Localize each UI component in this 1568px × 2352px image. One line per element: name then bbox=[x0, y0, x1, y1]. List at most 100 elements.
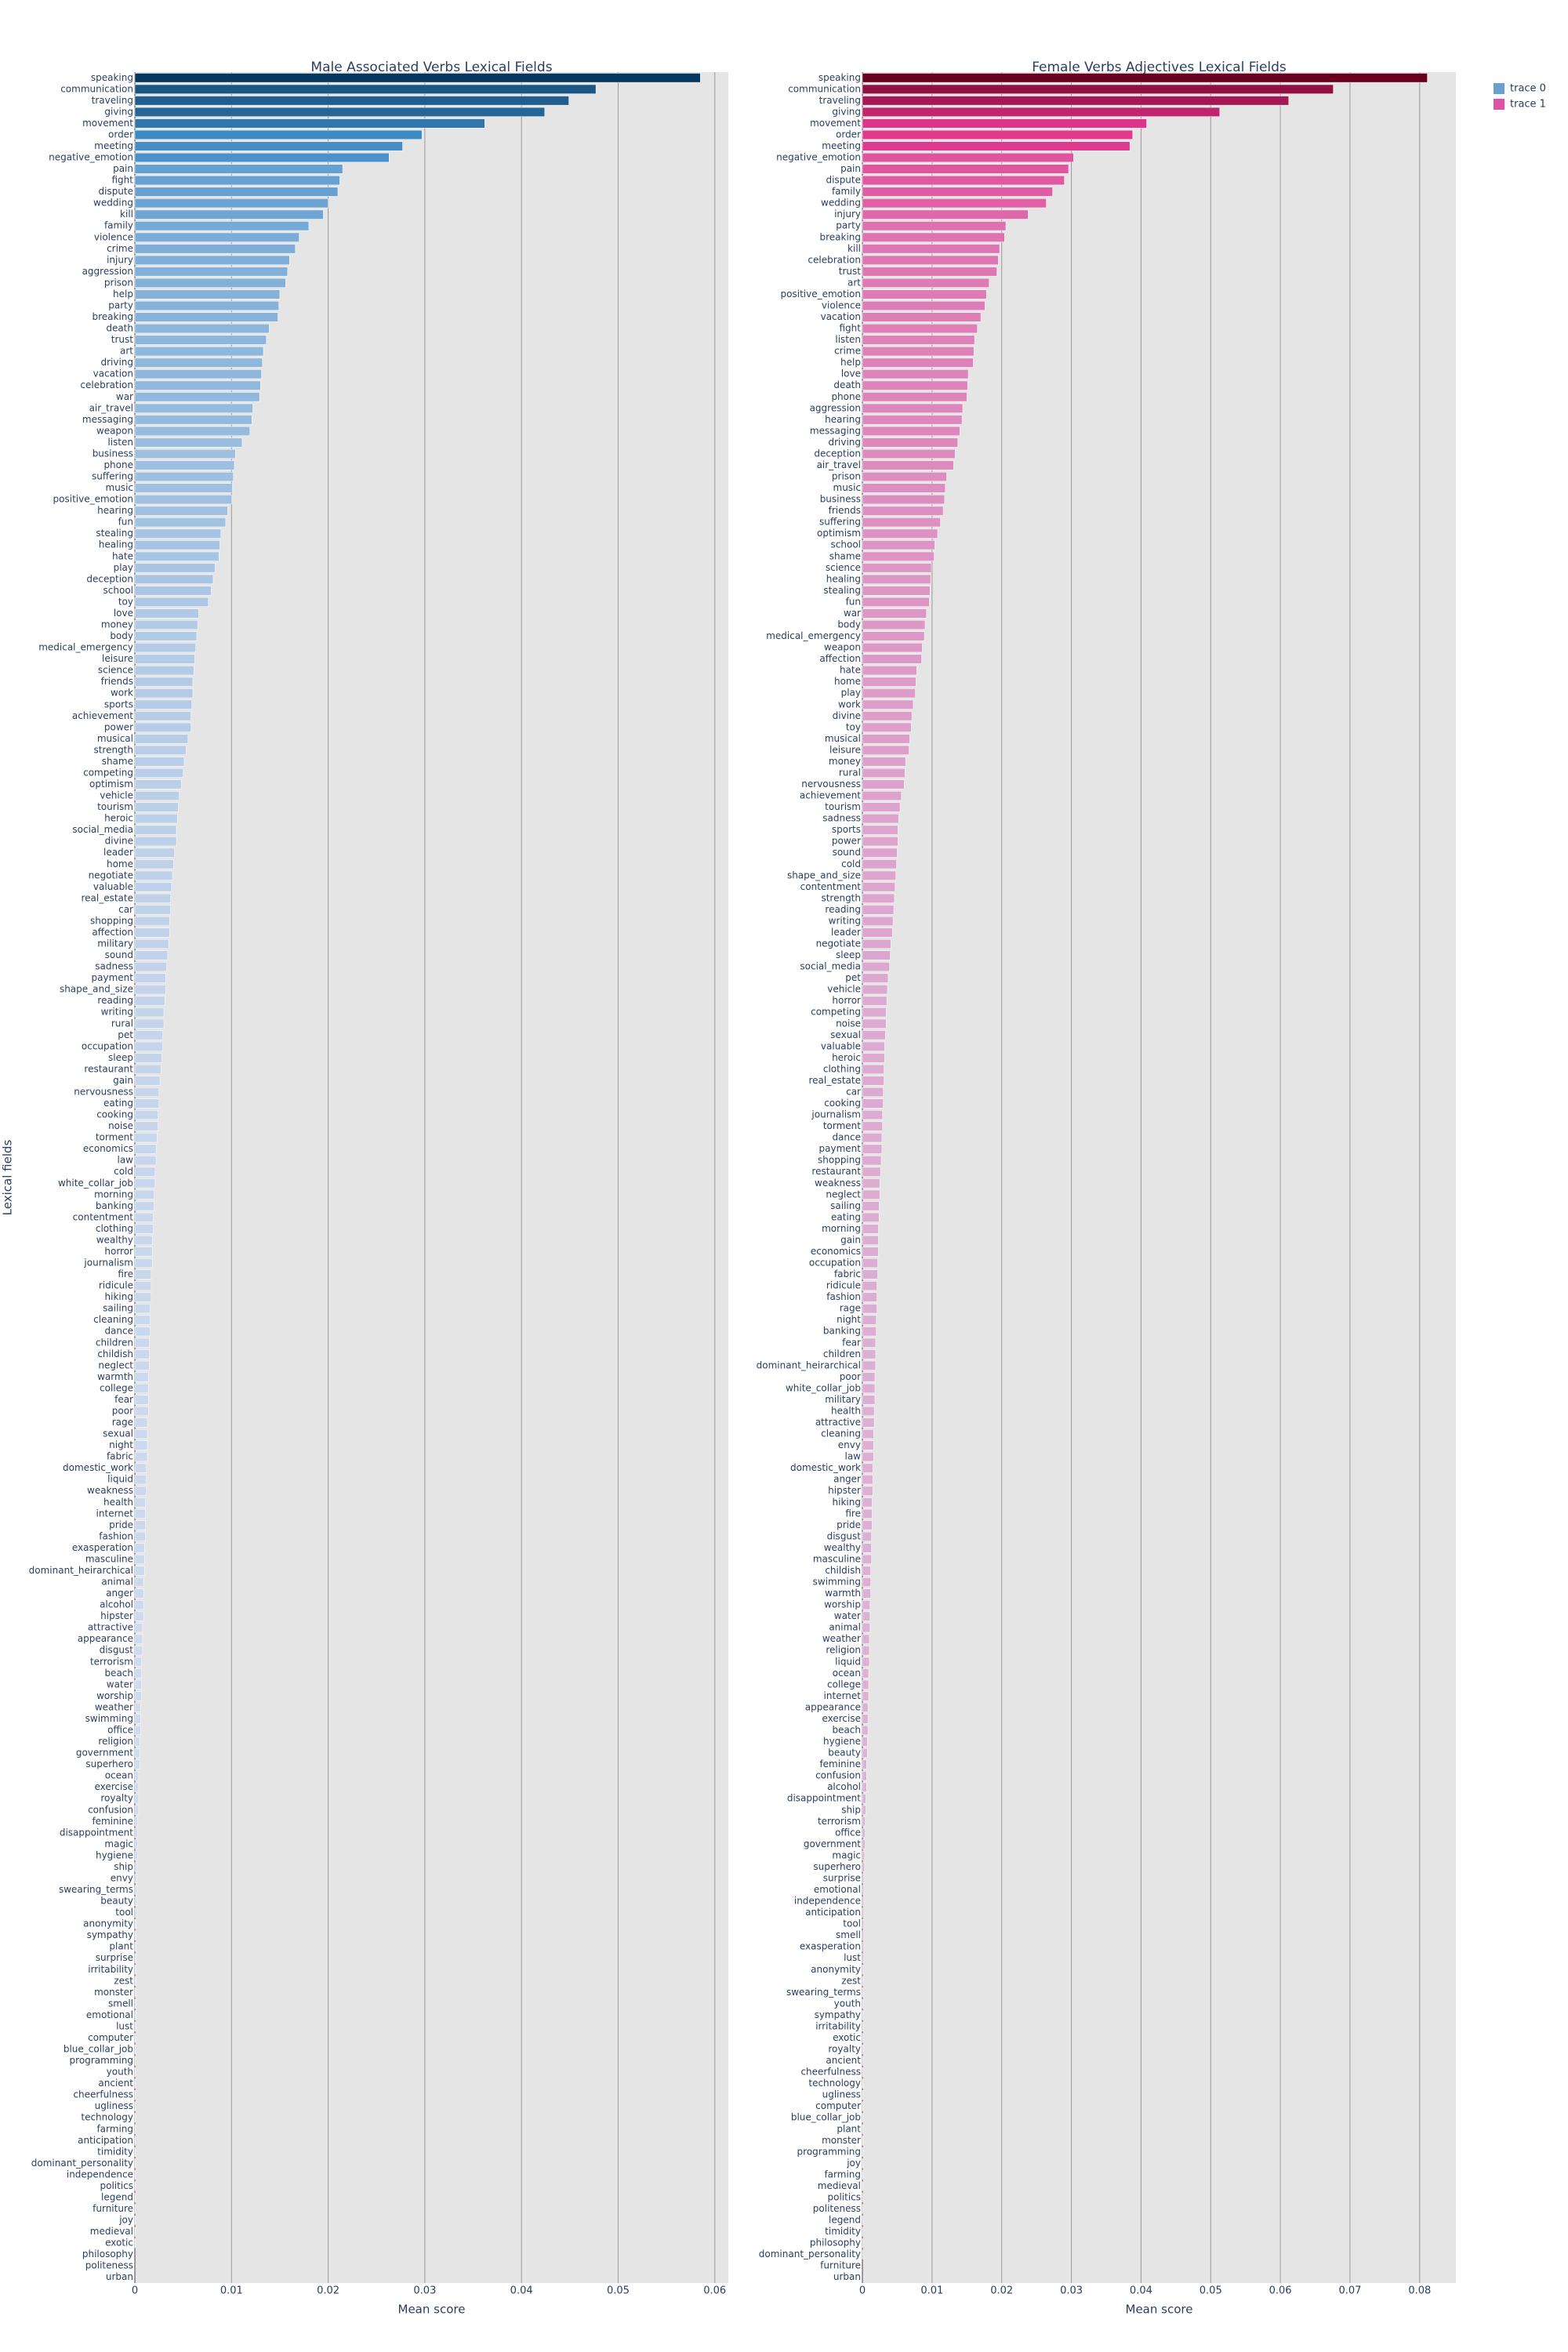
y-tick-label: wedding bbox=[821, 198, 861, 209]
bar bbox=[862, 722, 912, 732]
bar bbox=[862, 2021, 864, 2032]
y-tick-label: economics bbox=[83, 1143, 133, 1154]
bar bbox=[862, 677, 916, 687]
y-tick-label: hygiene bbox=[96, 1849, 133, 1860]
bar bbox=[862, 1839, 866, 1849]
bar bbox=[134, 1998, 136, 2009]
bar bbox=[862, 1657, 870, 1667]
bar bbox=[134, 392, 260, 402]
y-tick-label: warmth bbox=[97, 1371, 133, 1382]
bar bbox=[862, 1623, 871, 1633]
bar bbox=[862, 152, 1074, 163]
plot-background bbox=[862, 72, 1456, 2283]
bar bbox=[134, 278, 286, 288]
bar bbox=[862, 1965, 864, 1975]
y-tick-label: terrorism bbox=[90, 1656, 133, 1667]
y-tick-label: fight bbox=[840, 323, 862, 334]
bar bbox=[862, 1189, 880, 1200]
bar bbox=[862, 1885, 865, 1895]
y-tick-label: politics bbox=[827, 2191, 861, 2202]
bar bbox=[862, 608, 927, 619]
bar bbox=[134, 551, 220, 561]
y-tick-label: blue_collar_job bbox=[791, 2112, 861, 2123]
bar bbox=[134, 1178, 156, 1189]
bar bbox=[134, 164, 343, 174]
y-tick-label: medical_emergency bbox=[766, 630, 861, 641]
bar bbox=[862, 1714, 869, 1724]
bar bbox=[134, 597, 209, 607]
y-tick-label: religion bbox=[98, 1736, 133, 1747]
bar bbox=[134, 1862, 137, 1872]
bar bbox=[862, 1383, 876, 1393]
x-tick-label: 0 bbox=[132, 2285, 138, 2297]
y-tick-label: divine bbox=[105, 836, 133, 847]
y-tick-label: blue_collar_job bbox=[64, 2044, 133, 2055]
y-tick-label: friends bbox=[101, 676, 133, 687]
bar bbox=[862, 1896, 865, 1907]
y-tick-label: anger bbox=[833, 1474, 861, 1485]
y-tick-label: white_collar_job bbox=[58, 1178, 133, 1189]
bar bbox=[862, 837, 898, 847]
bar bbox=[862, 1224, 879, 1234]
y-tick-label: wedding bbox=[93, 198, 133, 209]
y-tick-label: health bbox=[103, 1497, 133, 1508]
bar bbox=[134, 198, 328, 209]
bar bbox=[134, 347, 264, 357]
y-tick-label: party bbox=[108, 299, 133, 310]
y-tick-label: anger bbox=[106, 1588, 133, 1599]
y-tick-label: vehicle bbox=[100, 790, 133, 801]
y-tick-label: dispute bbox=[98, 186, 133, 197]
y-tick-label: help bbox=[840, 357, 861, 368]
y-tick-label: shopping bbox=[818, 1155, 861, 1166]
bar bbox=[862, 1235, 879, 1246]
bar bbox=[862, 859, 897, 869]
y-tick-label: valuable bbox=[93, 881, 133, 892]
bar bbox=[134, 209, 324, 220]
y-tick-label: heroic bbox=[104, 813, 133, 824]
y-tick-label: legend bbox=[101, 2191, 133, 2202]
bar bbox=[134, 654, 195, 664]
y-tick-label: hygiene bbox=[823, 1736, 861, 1747]
y-tick-label: meeting bbox=[822, 140, 861, 151]
bar bbox=[862, 1554, 872, 1565]
y-tick-label: ship bbox=[114, 1861, 133, 1872]
bar bbox=[134, 528, 221, 539]
bar bbox=[134, 1702, 141, 1712]
bar bbox=[862, 2056, 864, 2066]
bar bbox=[134, 1850, 138, 1860]
bar bbox=[862, 711, 913, 721]
bar bbox=[862, 1520, 873, 1530]
y-tick-label: kill bbox=[120, 209, 133, 220]
bar bbox=[134, 2090, 136, 2100]
bar bbox=[134, 1577, 144, 1588]
bar bbox=[862, 1702, 869, 1712]
y-tick-label: smell bbox=[108, 1998, 133, 2009]
y-tick-label: sound bbox=[105, 949, 133, 960]
bar bbox=[862, 1907, 865, 1918]
y-tick-label: shame bbox=[102, 756, 133, 767]
bar bbox=[134, 129, 423, 140]
bar bbox=[862, 1588, 871, 1599]
bar bbox=[134, 1817, 138, 1827]
y-tick-label: money bbox=[101, 619, 133, 630]
y-tick-label: night bbox=[109, 1439, 133, 1450]
bar bbox=[862, 1646, 870, 1656]
y-tick-label: shape_and_size bbox=[787, 869, 861, 880]
y-tick-label: affection bbox=[92, 927, 133, 938]
y-tick-label: disgust bbox=[100, 1645, 134, 1656]
bar bbox=[134, 563, 216, 573]
bar bbox=[134, 1885, 137, 1895]
bar bbox=[862, 905, 895, 915]
bar bbox=[862, 1395, 876, 1405]
bar bbox=[134, 1372, 149, 1382]
bar bbox=[134, 1623, 143, 1633]
bar bbox=[862, 1076, 884, 1086]
chart-title: Male Associated Verbs Lexical Fields bbox=[310, 60, 552, 75]
y-tick-label: occupation bbox=[809, 1258, 861, 1269]
bar bbox=[134, 1315, 151, 1325]
bar bbox=[134, 1475, 147, 1485]
y-tick-label: breaking bbox=[819, 231, 861, 242]
y-tick-label: strength bbox=[821, 892, 861, 903]
bar bbox=[134, 1600, 144, 1610]
bar bbox=[134, 1611, 144, 1621]
